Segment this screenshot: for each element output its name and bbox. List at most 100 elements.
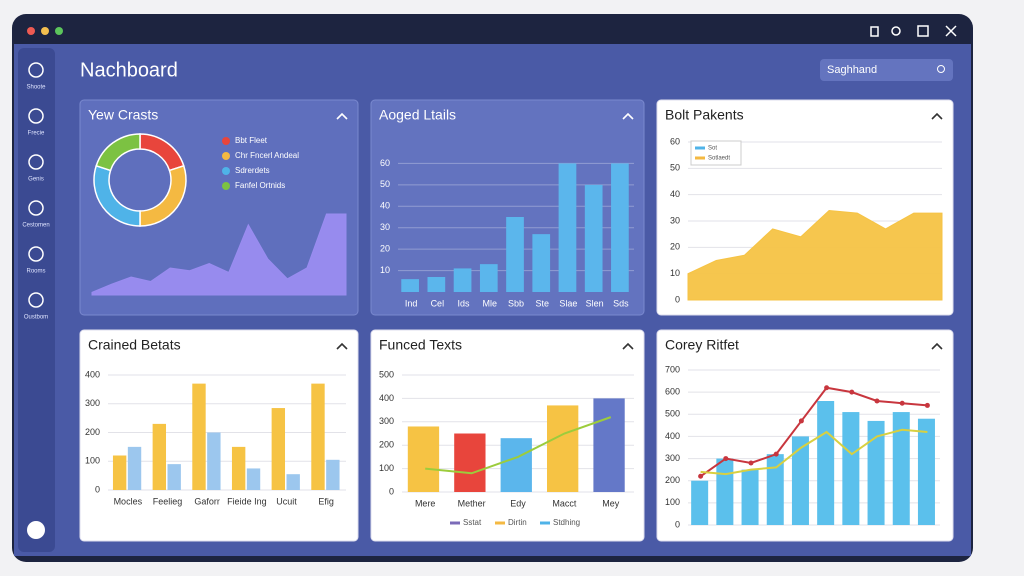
y-tick-label: 20 [670, 242, 680, 252]
y-tick-label: 200 [665, 475, 680, 485]
y-tick-label: 40 [670, 189, 680, 199]
bar [311, 383, 325, 490]
page-title: Nachboard [80, 59, 178, 81]
x-tick-label: Slen [586, 298, 604, 308]
x-tick-label: Mey [602, 498, 620, 508]
y-tick-label: 300 [665, 453, 680, 463]
collapse-toggle[interactable] [931, 112, 943, 120]
line-marker [748, 460, 754, 466]
panel-title: Yew Crasts [88, 107, 158, 123]
line-marker [899, 400, 905, 406]
bar [286, 474, 300, 490]
y-tick-label: 400 [665, 431, 680, 441]
y-tick-label: 100 [85, 456, 100, 466]
bar [167, 464, 181, 490]
sidebar-label: Genis [28, 177, 44, 183]
x-tick-label: Mocles [114, 496, 143, 506]
y-tick-label: 0 [675, 519, 680, 529]
y-tick-label: 30 [380, 222, 390, 232]
y-tick-label: 600 [665, 387, 680, 397]
x-tick-label: Mere [415, 498, 436, 508]
bar [691, 480, 709, 525]
x-tick-label: Mether [458, 498, 486, 508]
line-marker [773, 451, 779, 457]
bar [112, 455, 127, 490]
bar [271, 408, 286, 490]
bar [192, 383, 206, 490]
avatar[interactable] [27, 521, 45, 539]
search-box[interactable] [820, 59, 953, 81]
y-tick-label: 20 [380, 244, 390, 254]
bar [716, 458, 734, 525]
area [687, 209, 943, 301]
sidebar-icon [28, 246, 44, 262]
bar [741, 469, 759, 525]
collapse-toggle[interactable] [931, 342, 943, 350]
legend-label: Chr Fncerl Andeal [235, 151, 299, 160]
collapse-toggle[interactable] [622, 112, 634, 120]
icon-search[interactable] [891, 26, 901, 36]
line [425, 416, 612, 475]
legend-swatch [540, 521, 550, 525]
bar [766, 454, 784, 525]
y-tick-label: 60 [670, 136, 680, 146]
sidebar-label: Shoote [26, 85, 46, 91]
bar [152, 423, 167, 490]
y-tick-label: 500 [665, 409, 680, 419]
legend-label: Sdrerdets [235, 166, 270, 175]
y-tick-label: 10 [670, 268, 680, 278]
y-tick-label: 400 [85, 369, 100, 379]
collapse-toggle[interactable] [336, 342, 348, 350]
icon-close[interactable] [945, 25, 957, 37]
legend-swatch [695, 156, 705, 160]
y-tick-label: 200 [85, 427, 100, 437]
max-dot[interactable] [55, 27, 63, 35]
min-dot[interactable] [41, 27, 49, 35]
x-tick-label: Edy [510, 498, 526, 508]
sidebar-label: Oustbom [24, 315, 48, 321]
legend-swatch [222, 137, 230, 145]
x-tick-label: Gaforr [194, 496, 220, 506]
icon-max[interactable] [917, 25, 929, 37]
bar [407, 426, 440, 492]
x-tick-label: Feelieg [153, 496, 183, 506]
sidebar-label: Cestomen [22, 223, 49, 229]
y-tick-label: 100 [665, 497, 680, 507]
bar [584, 184, 603, 292]
y-tick-label: 50 [670, 163, 680, 173]
legend-swatch [450, 521, 460, 525]
y-tick-label: 200 [379, 440, 394, 450]
collapse-toggle[interactable] [336, 112, 348, 120]
x-tick-label: Efig [318, 496, 334, 506]
collapse-toggle[interactable] [622, 342, 634, 350]
bar [892, 412, 910, 525]
window-controls [870, 25, 957, 37]
legend-swatch [222, 167, 230, 175]
legend-swatch [222, 182, 230, 190]
panel [79, 99, 359, 316]
y-tick-label: 60 [380, 158, 390, 168]
line-marker [698, 473, 704, 479]
y-tick-label: 0 [95, 484, 100, 494]
y-tick-label: 100 [379, 463, 394, 473]
x-tick-label: Slae [559, 298, 577, 308]
bar [791, 436, 809, 525]
bar [479, 264, 498, 292]
bar [453, 268, 472, 292]
line-marker [924, 402, 930, 408]
sidebar-icon [28, 200, 44, 216]
legend-label: Fanfel Ortnids [235, 181, 285, 190]
icon-file[interactable] [870, 26, 879, 37]
sidebar-label: Rooms [26, 269, 45, 275]
y-tick-label: 700 [665, 364, 680, 374]
search-icon[interactable] [937, 65, 945, 73]
bar [593, 398, 625, 492]
x-tick-label: Ucuit [276, 496, 297, 506]
bar [842, 412, 860, 525]
close-dot[interactable] [27, 27, 35, 35]
legend-label: Stdhing [553, 518, 580, 527]
y-tick-label: 300 [85, 398, 100, 408]
legend-label: Bbt Fleet [235, 136, 268, 145]
x-tick-label: Cel [431, 298, 445, 308]
